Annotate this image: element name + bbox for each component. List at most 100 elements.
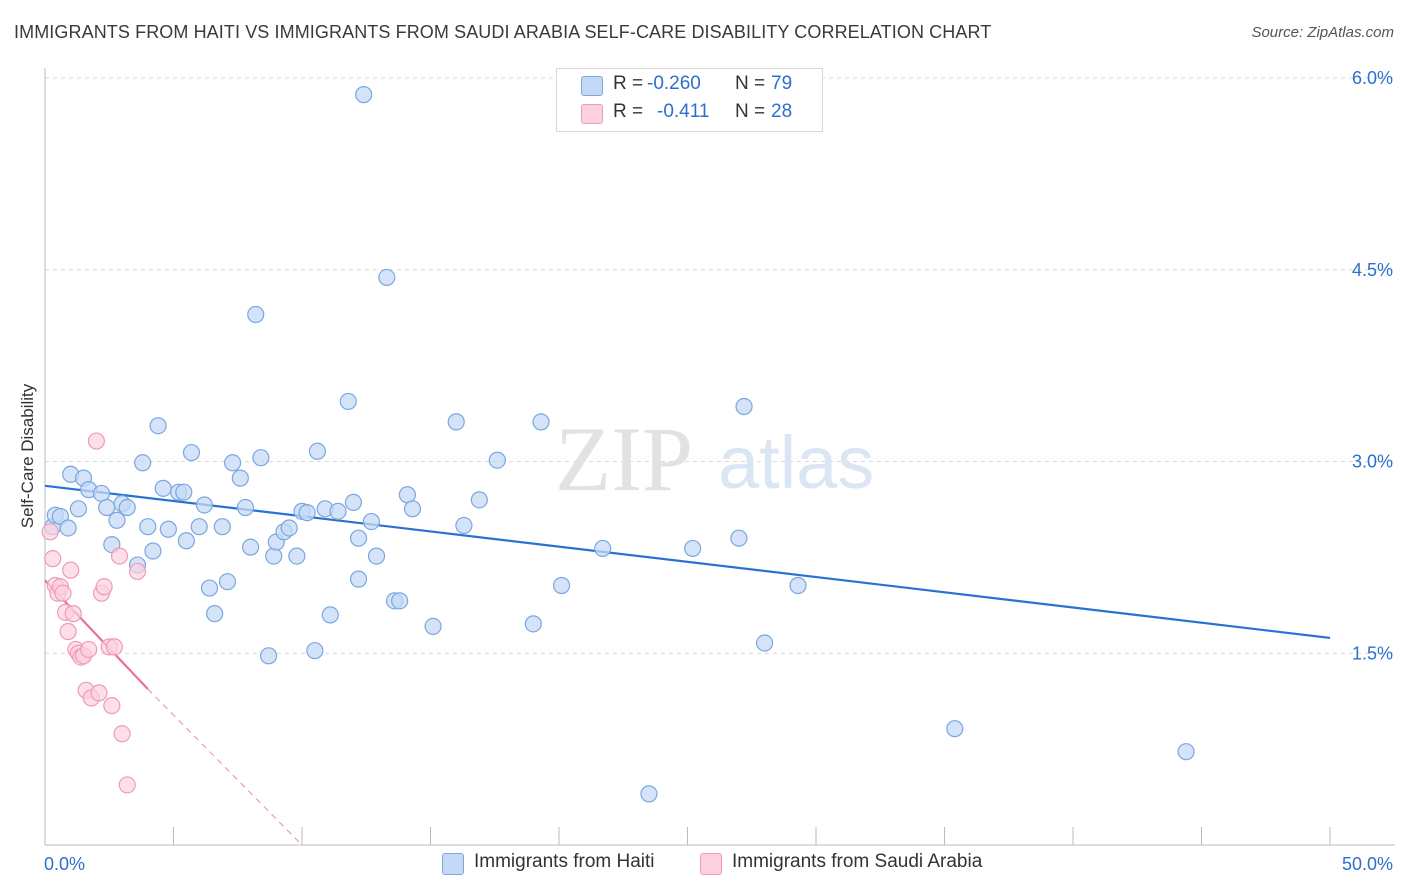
- saudi-point-1: [44, 550, 62, 568]
- haiti-point-35: [247, 305, 265, 324]
- haiti-point-5: [69, 500, 88, 518]
- haiti-point-22: [175, 483, 193, 501]
- haiti-point-15: [134, 454, 152, 472]
- haiti-n-label: N =: [735, 73, 766, 94]
- saudi-point-9: [64, 605, 82, 623]
- haiti-point-67: [532, 413, 550, 431]
- haiti-point-69: [594, 539, 612, 558]
- haiti-point-13: [118, 498, 136, 517]
- haiti-point-38: [265, 547, 283, 565]
- haiti-point-75: [946, 720, 964, 738]
- haiti-point-30: [218, 573, 237, 591]
- haiti-point-32: [231, 469, 249, 487]
- haiti-point-76: [1177, 743, 1195, 761]
- haiti-r-label: R =: [613, 73, 644, 94]
- haiti-point-41: [280, 519, 298, 537]
- watermark-zip: ZIP: [555, 408, 693, 510]
- haiti-point-60: [403, 500, 422, 518]
- stats-row-haiti: R = -0.260 N = 79: [557, 73, 822, 99]
- haiti-point-23: [177, 532, 195, 550]
- saudi-point-5: [54, 584, 72, 602]
- saudi-point-23: [105, 638, 123, 656]
- haiti-point-29: [213, 518, 231, 536]
- saudi-point-15: [80, 640, 98, 659]
- haiti-point-77: [684, 539, 702, 558]
- haiti-point-78: [349, 529, 368, 547]
- haiti-point-63: [455, 516, 473, 535]
- haiti-point-66: [524, 615, 542, 633]
- saudi-point-26: [118, 776, 136, 794]
- axes: [44, 68, 1395, 846]
- haiti-point-49: [329, 502, 347, 520]
- stats-row-saudi: R = -0.411 N = 28: [557, 101, 822, 127]
- haiti-point-53: [355, 86, 373, 104]
- stats-box: R = -0.260 N = 79 R = -0.411 N = 28: [556, 68, 823, 132]
- haiti-point-65: [488, 451, 506, 469]
- haiti-point-44: [298, 504, 316, 522]
- x-tick-label-max: 50.0%: [1342, 854, 1393, 874]
- haiti-point-45: [306, 642, 324, 660]
- haiti-point-61: [424, 617, 442, 636]
- series-saudi-points: [41, 432, 147, 794]
- haiti-point-71: [730, 529, 748, 547]
- haiti-point-50: [339, 392, 357, 411]
- saudi-n-value: 28: [771, 101, 793, 122]
- saudi-point-20: [95, 578, 113, 596]
- y-tick-label-1: 3.0%: [1352, 452, 1393, 472]
- haiti-point-55: [367, 547, 386, 565]
- haiti-point-46: [308, 442, 327, 460]
- haiti-point-48: [321, 606, 339, 624]
- haiti-r-value: -0.260: [647, 73, 701, 94]
- trend-line-saudi-extension: [147, 688, 303, 846]
- haiti-point-31: [224, 454, 242, 472]
- haiti-point-37: [259, 647, 278, 665]
- source-credit: Source: ZipAtlas.com: [1251, 24, 1394, 41]
- x-tick-labels: 0.0% 50.0%: [44, 854, 1393, 874]
- haiti-point-51: [344, 493, 362, 512]
- chart-title: IMMIGRANTS FROM HAITI VS IMMIGRANTS FROM…: [14, 22, 992, 42]
- legend-saudi-swatch: [700, 853, 722, 875]
- legend-saudi-label: Immigrants from Saudi Arabia: [732, 851, 983, 872]
- saudi-point-8: [62, 561, 80, 579]
- haiti-point-25: [190, 518, 208, 536]
- haiti-point-20: [159, 520, 177, 538]
- haiti-point-73: [755, 634, 774, 652]
- gridlines: [45, 77, 1395, 654]
- haiti-point-27: [200, 579, 219, 597]
- haiti-point-18: [149, 417, 167, 435]
- haiti-point-72: [735, 397, 753, 416]
- haiti-point-70: [640, 785, 658, 803]
- haiti-n-value: 79: [771, 73, 793, 94]
- zipatlas-watermark: ZIP atlas: [555, 408, 874, 510]
- haiti-point-54: [362, 512, 380, 531]
- y-tick-labels: 1.5% 3.0% 4.5% 6.0%: [1352, 68, 1393, 663]
- trend-lines: [44, 484, 1331, 846]
- haiti-point-74: [789, 576, 807, 595]
- haiti-swatch: [581, 76, 603, 96]
- y-tick-label-2: 4.5%: [1352, 260, 1393, 280]
- haiti-point-26: [195, 496, 213, 514]
- haiti-point-34: [242, 538, 260, 556]
- legend-haiti-swatch: [442, 853, 464, 875]
- haiti-point-17: [144, 542, 162, 560]
- haiti-point-56: [378, 268, 396, 287]
- haiti-point-62: [447, 413, 465, 431]
- haiti-point-52: [349, 570, 368, 588]
- saudi-n-label: N =: [735, 101, 766, 122]
- haiti-point-19: [154, 479, 172, 497]
- saudi-point-0: [41, 523, 59, 541]
- y-tick-label-0: 1.5%: [1352, 643, 1393, 663]
- saudi-r-value: -0.411: [657, 101, 710, 122]
- haiti-point-3: [59, 519, 77, 537]
- haiti-point-16: [139, 518, 157, 536]
- haiti-point-24: [182, 443, 201, 462]
- haiti-point-58: [391, 592, 409, 610]
- haiti-point-68: [552, 576, 571, 595]
- y-tick-label-3: 6.0%: [1352, 68, 1393, 88]
- haiti-point-42: [288, 547, 306, 565]
- watermark-atlas: atlas: [718, 421, 874, 504]
- x-tick-label-min: 0.0%: [44, 854, 85, 874]
- haiti-point-11: [108, 511, 126, 529]
- saudi-point-24: [110, 547, 129, 565]
